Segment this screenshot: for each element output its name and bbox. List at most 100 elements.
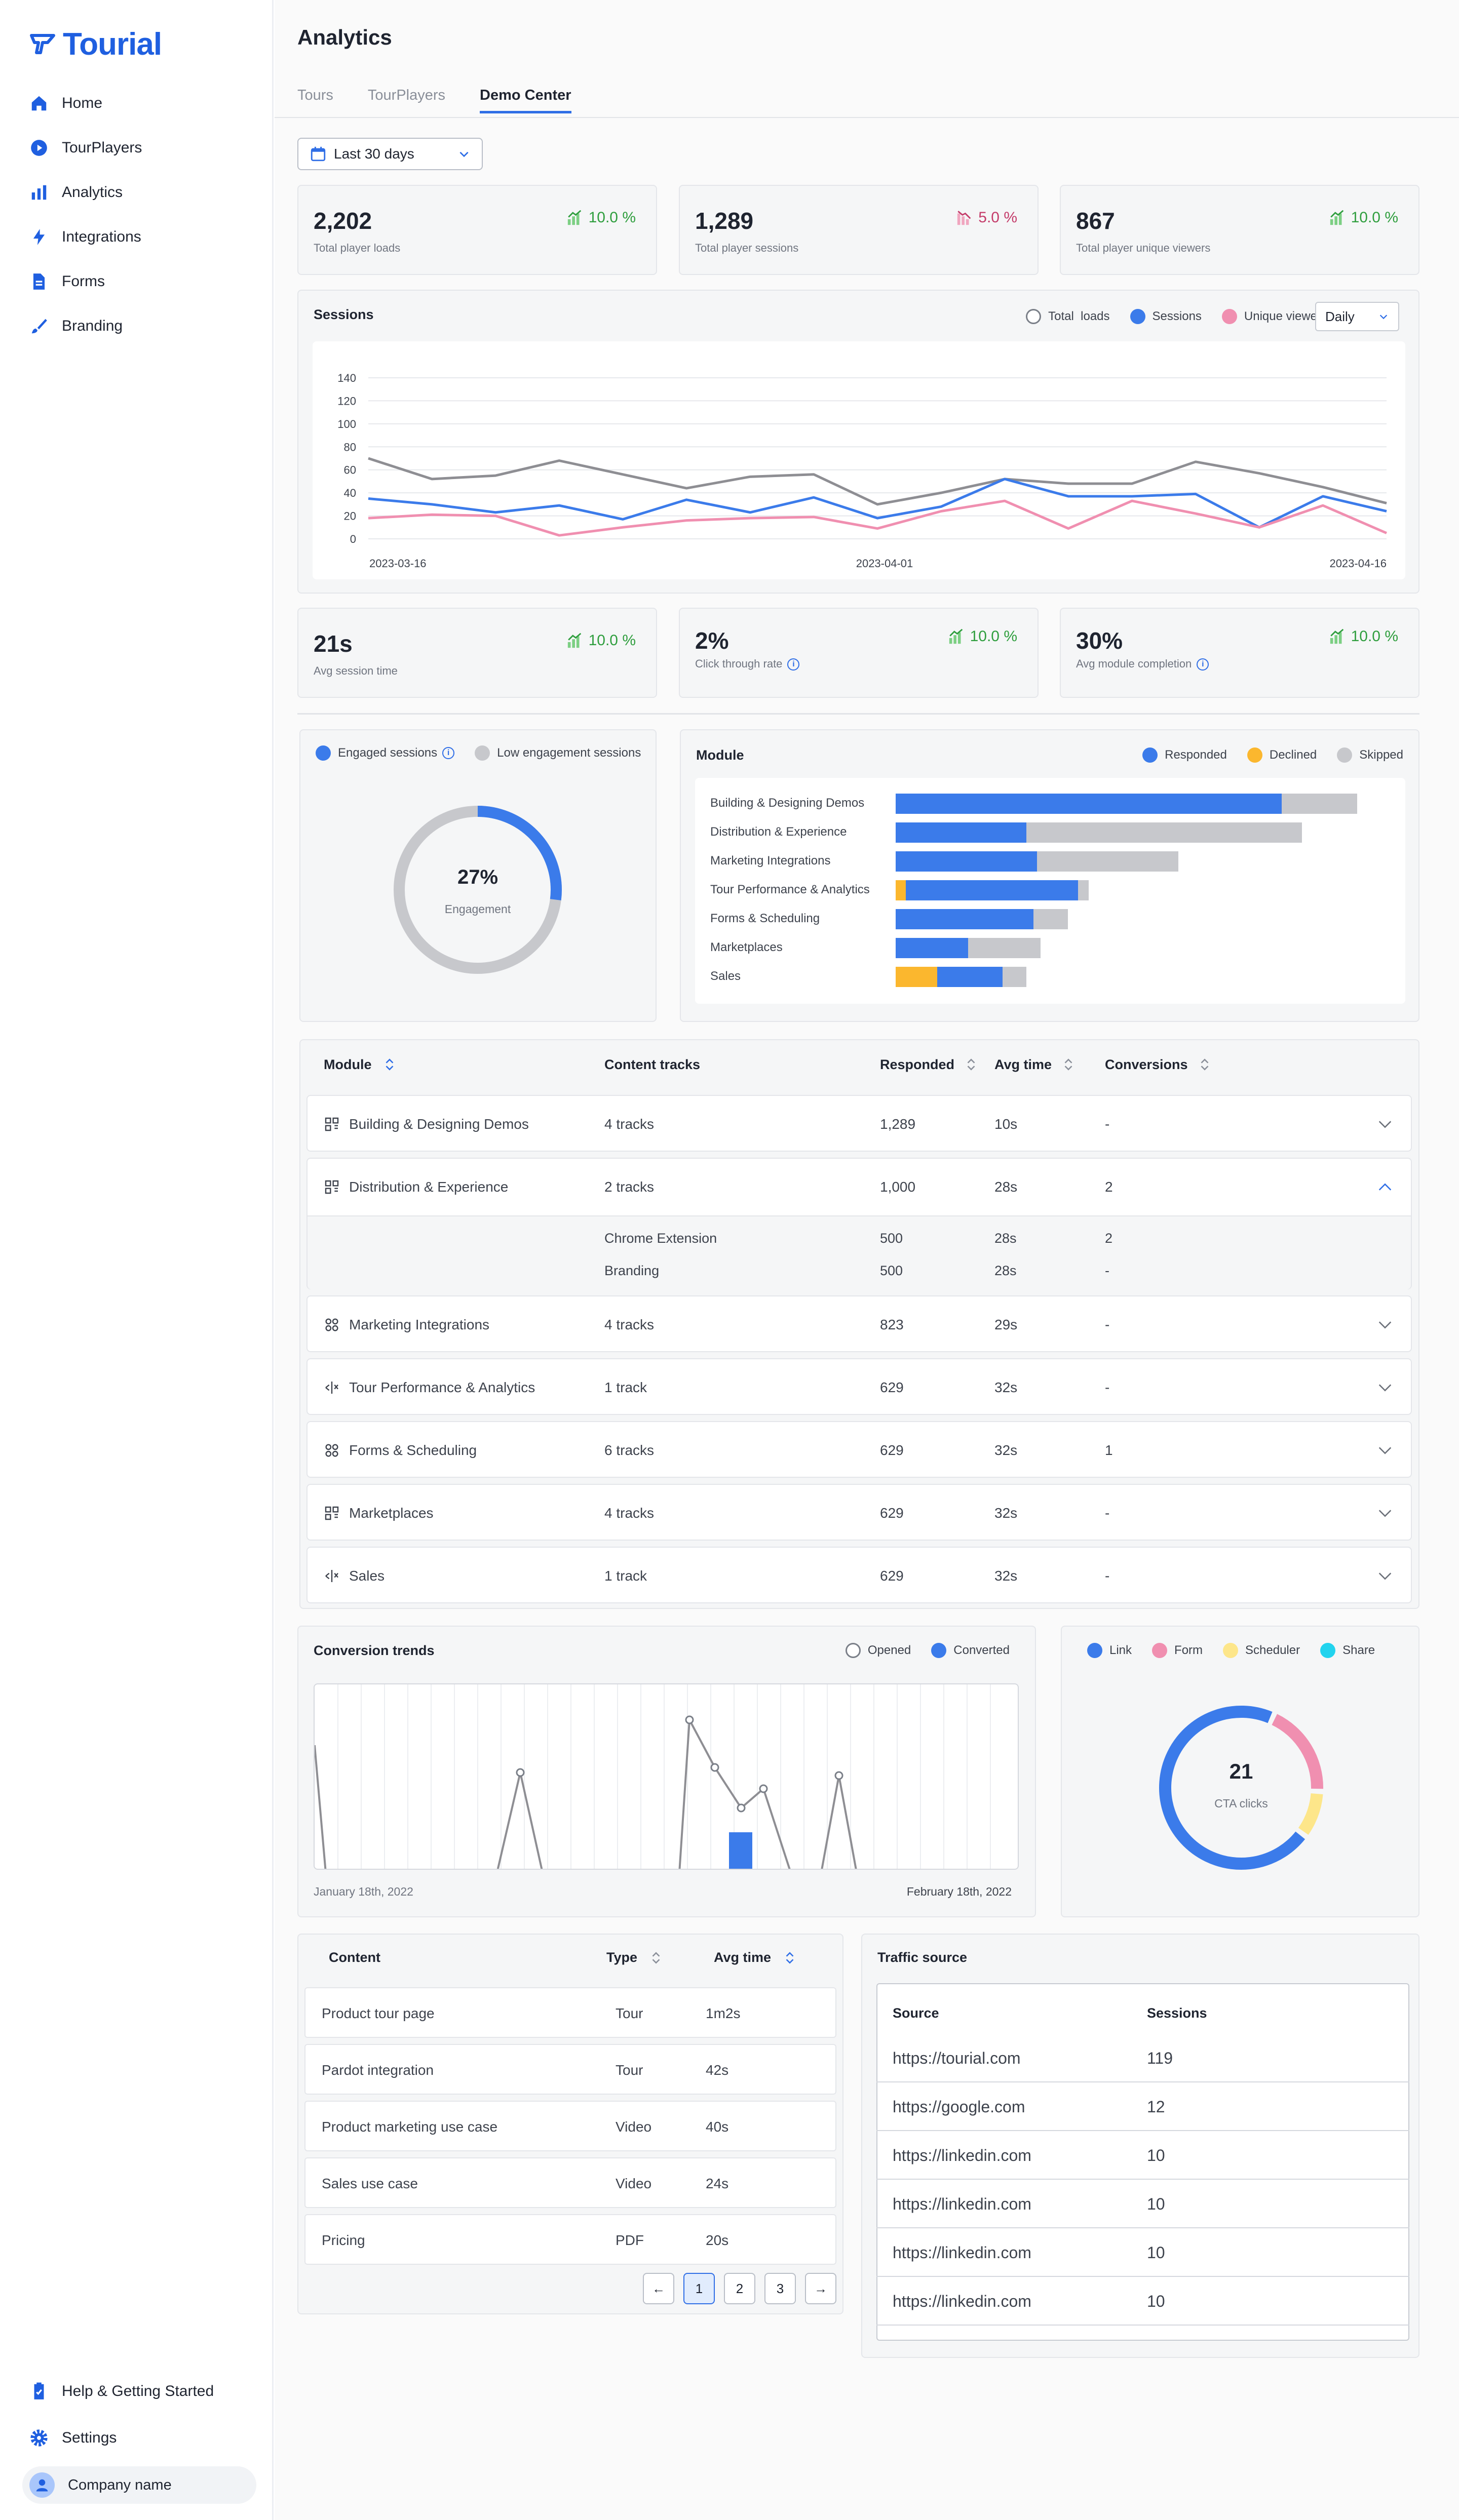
tab-tourplayers[interactable]: TourPlayers xyxy=(367,87,446,103)
data-point[interactable] xyxy=(516,1768,525,1777)
legend-item-converted[interactable]: Converted xyxy=(931,1643,1010,1658)
info-icon[interactable]: i xyxy=(442,747,455,759)
table-row[interactable]: https://linkedin.com 10 xyxy=(876,2228,1409,2277)
bar-converted[interactable] xyxy=(729,1832,752,1870)
bar-responded[interactable] xyxy=(906,880,1079,900)
legend-item-link[interactable]: Link xyxy=(1087,1643,1132,1658)
expand-row-button[interactable] xyxy=(1376,1359,1394,1416)
bar-responded[interactable] xyxy=(896,851,1037,872)
table-row[interactable]: Tour Performance & Analytics 1 track 629… xyxy=(306,1358,1412,1415)
bar-skipped[interactable] xyxy=(1033,909,1068,929)
info-icon[interactable]: i xyxy=(1197,658,1209,671)
date-range-dropdown[interactable]: Last 30 days xyxy=(297,138,483,170)
col-header-module[interactable]: Module xyxy=(324,1057,395,1073)
bar-responded[interactable] xyxy=(896,794,1282,814)
pagination-page-1[interactable]: 1 xyxy=(683,2273,715,2304)
bar-declined[interactable] xyxy=(896,880,906,900)
layout-icon xyxy=(325,1117,339,1131)
data-point[interactable] xyxy=(685,1715,694,1724)
bar-skipped[interactable] xyxy=(1036,851,1178,872)
series-line-unique-viewers[interactable] xyxy=(368,499,1387,537)
collapse-row-button[interactable] xyxy=(1376,1159,1394,1215)
legend-item-responded[interactable]: Responded xyxy=(1142,747,1227,763)
pagination-prev-button[interactable]: ← xyxy=(643,2273,674,2304)
legend-item-sessions[interactable]: Sessions xyxy=(1130,309,1202,324)
legend-item-total-loads[interactable]: Total loads xyxy=(1026,309,1110,324)
table-row[interactable]: https://linkedin.com 10 xyxy=(876,2131,1409,2180)
legend-item-skipped[interactable]: Skipped xyxy=(1337,747,1403,763)
bar-responded[interactable] xyxy=(937,967,1003,987)
table-row[interactable]: Building & Designing Demos 4 tracks 1,28… xyxy=(306,1095,1412,1152)
table-row[interactable]: https://tourial.com 119 xyxy=(876,2034,1409,2082)
data-point[interactable] xyxy=(759,1784,768,1793)
info-icon[interactable]: i xyxy=(787,658,800,671)
data-point[interactable] xyxy=(834,1771,843,1780)
legend-item-engaged[interactable]: Engaged sessions i xyxy=(316,745,455,761)
legend-item-declined[interactable]: Declined xyxy=(1247,747,1317,763)
table-row[interactable]: https://google.com 12 xyxy=(876,2082,1409,2131)
bar-skipped[interactable] xyxy=(968,938,1041,958)
sidebar-item-branding[interactable]: Branding xyxy=(29,304,252,348)
legend-item-scheduler[interactable]: Scheduler xyxy=(1223,1643,1300,1658)
table-row[interactable]: Pardot integration Tour 42s xyxy=(304,2044,836,2095)
bar-responded[interactable] xyxy=(896,909,1033,929)
sidebar-item-forms[interactable]: Forms xyxy=(29,259,252,304)
col-header-type[interactable]: Type xyxy=(606,1950,662,1965)
brand-logo[interactable]: Tourial xyxy=(29,25,162,63)
data-point[interactable] xyxy=(710,1763,719,1772)
tab-bar: Tours TourPlayers Demo Center xyxy=(297,87,606,113)
table-row[interactable]: Sales 1 track 629 32s - xyxy=(306,1547,1412,1603)
donut-segment-link[interactable] xyxy=(1155,1702,1327,1874)
bar-skipped[interactable] xyxy=(1026,822,1302,843)
expand-row-button[interactable] xyxy=(1376,1422,1394,1479)
bar-responded[interactable] xyxy=(896,822,1027,843)
sidebar-item-help[interactable]: Help & Getting Started xyxy=(29,2368,252,2415)
tab-tours[interactable]: Tours xyxy=(297,87,333,103)
table-row[interactable]: Forms & Scheduling 6 tracks 629 32s 1 xyxy=(306,1421,1412,1478)
col-header-avg-time[interactable]: Avg time xyxy=(994,1057,1074,1073)
expand-row-button[interactable] xyxy=(1376,1485,1394,1542)
legend-item-share[interactable]: Share xyxy=(1320,1643,1375,1658)
bar-declined[interactable] xyxy=(896,967,937,987)
donut-segment-scheduler[interactable] xyxy=(1155,1702,1327,1874)
bar-skipped[interactable] xyxy=(1281,794,1358,814)
series-line-opened[interactable] xyxy=(315,1716,857,1870)
table-row[interactable]: Sales use case Video 24s xyxy=(304,2157,836,2208)
table-row[interactable]: Pricing PDF 20s xyxy=(304,2214,836,2265)
table-row[interactable]: Marketing Integrations 4 tracks 823 29s … xyxy=(306,1295,1412,1352)
table-row[interactable]: Product tour page Tour 1m2s xyxy=(304,1987,836,2038)
company-switcher[interactable]: Company name xyxy=(22,2466,256,2504)
pagination-page-2[interactable]: 2 xyxy=(724,2273,755,2304)
table-row[interactable]: Marketplaces 4 tracks 629 32s - xyxy=(306,1484,1412,1541)
expand-row-button[interactable] xyxy=(1376,1096,1394,1153)
pagination-next-button[interactable]: → xyxy=(805,2273,836,2304)
expand-row-button[interactable] xyxy=(1376,1296,1394,1353)
legend-item-form[interactable]: Form xyxy=(1152,1643,1203,1658)
bar-responded[interactable] xyxy=(896,938,968,958)
legend-item-low-engagement[interactable]: Low engagement sessions xyxy=(475,745,641,761)
col-header-conversions[interactable]: Conversions xyxy=(1105,1057,1210,1073)
series-line-total-loads[interactable] xyxy=(368,457,1387,506)
legend-item-opened[interactable]: Opened xyxy=(845,1643,911,1658)
donut-segment-form[interactable] xyxy=(1155,1702,1327,1874)
period-dropdown[interactable]: Daily xyxy=(1315,302,1399,331)
pagination-page-3[interactable]: 3 xyxy=(764,2273,796,2304)
sidebar-item-analytics[interactable]: Analytics xyxy=(29,170,252,215)
data-point[interactable] xyxy=(737,1803,746,1813)
sidebar-item-integrations[interactable]: Integrations xyxy=(29,215,252,259)
bar-skipped[interactable] xyxy=(1002,967,1027,987)
sidebar-item-home[interactable]: Home xyxy=(29,81,252,126)
sidebar-item-tourplayers[interactable]: TourPlayers xyxy=(29,126,252,170)
table-row[interactable]: https://linkedin.com 10 xyxy=(876,2180,1409,2228)
table-row[interactable]: Product marketing use case Video 40s xyxy=(304,2101,836,2151)
col-header-responded[interactable]: Responded xyxy=(880,1057,977,1073)
expand-row-button[interactable] xyxy=(1376,1548,1394,1604)
sidebar-item-settings[interactable]: Settings xyxy=(29,2415,252,2461)
tab-demo-center[interactable]: Demo Center xyxy=(480,87,571,113)
bar-skipped[interactable] xyxy=(1078,880,1089,900)
table-row[interactable]: https://linkedin.com 10 xyxy=(876,2277,1409,2326)
col-header-avg-time[interactable]: Avg time xyxy=(714,1950,795,1965)
table-row[interactable]: Distribution & Experience 2 tracks 1,000… xyxy=(306,1158,1412,1289)
series-line-sessions[interactable] xyxy=(368,478,1387,529)
legend-item-unique-viewers[interactable]: Unique viewers xyxy=(1221,309,1327,324)
